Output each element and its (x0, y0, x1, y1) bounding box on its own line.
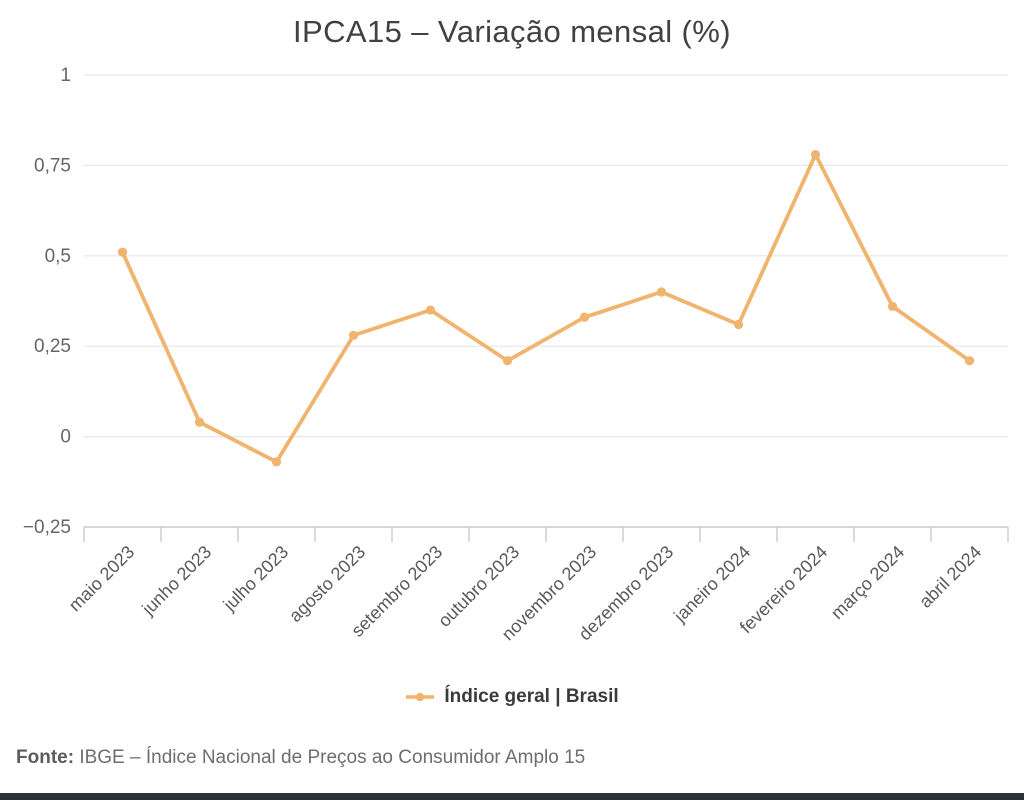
line-chart: −0,25 0 0,25 0,5 0,75 1 maio 2023 junho 2023 jul… (23, 65, 1009, 644)
source-text: IBGE – Índice Nacional de Preços ao Cons… (74, 747, 586, 768)
legend-label: Índice geral | Brasil (444, 686, 619, 707)
data-point[interactable] (656, 287, 667, 297)
data-point[interactable] (810, 149, 821, 160)
source-note: Fonte: IBGE – Índice Nacional de Preços … (16, 747, 585, 769)
data-point[interactable] (425, 305, 436, 315)
x-axis-label: março 2024 (827, 542, 908, 623)
data-point[interactable] (502, 356, 513, 366)
data-point[interactable] (733, 319, 744, 330)
x-axis-label: abril 2024 (915, 542, 985, 612)
chart-title: IPCA15 – Variação mensal (%) (293, 14, 731, 49)
y-axis-label: 1 (60, 65, 71, 86)
x-axis-label: julho 2023 (219, 542, 293, 616)
data-point[interactable] (194, 417, 205, 427)
data-point[interactable] (271, 457, 282, 467)
legend-dot (416, 692, 425, 702)
y-axis-label: 0,75 (34, 155, 71, 176)
data-point[interactable] (117, 247, 128, 257)
data-point[interactable] (348, 330, 359, 340)
legend-marker-icon (406, 692, 435, 702)
x-axis-label: junho 2023 (137, 542, 215, 620)
data-point[interactable] (964, 356, 975, 366)
source-prefix: Fonte: (16, 747, 75, 768)
data-point[interactable] (887, 301, 898, 312)
data-point[interactable] (579, 312, 590, 322)
legend-item[interactable]: Índice geral | Brasil (0, 686, 1024, 708)
bottom-bar (0, 793, 1024, 800)
series-line (120, 152, 972, 464)
x-axis-label: janeiro 2024 (669, 542, 754, 627)
x-axis-label: maio 2023 (65, 542, 139, 616)
y-axis-label: 0,5 (45, 246, 71, 267)
y-axis-label: 0 (60, 427, 71, 448)
y-axis-label: −0,25 (23, 517, 71, 538)
x-axis-label: agosto 2023 (285, 542, 369, 626)
y-axis-label: 0,25 (34, 336, 71, 357)
